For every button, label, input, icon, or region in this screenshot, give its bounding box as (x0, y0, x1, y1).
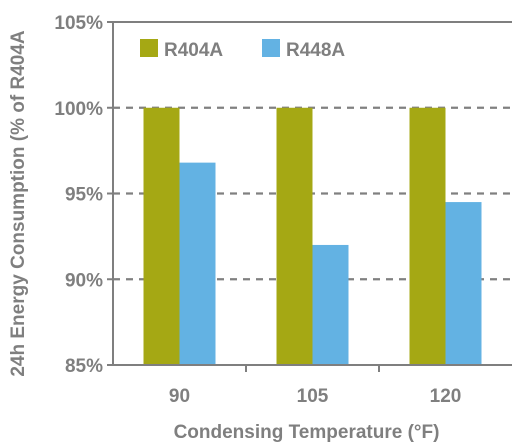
y-tick-label: 90% (65, 270, 103, 291)
legend-label-r448a: R448A (286, 40, 345, 61)
x-axis-title: Condensing Temperature (°F) (174, 422, 440, 443)
legend-swatch-r448a (262, 39, 280, 57)
y-tick-labels: 85% 90% 95% 100% 105% (54, 13, 103, 377)
bar-r404a-120 (409, 107, 446, 365)
bar-r448a-90 (179, 162, 216, 365)
legend: R404A R448A (140, 39, 345, 61)
bar-r404a-105 (276, 107, 313, 365)
y-tick-label: 85% (65, 356, 103, 377)
x-tick-label: 120 (430, 386, 462, 407)
bar-r448a-105 (312, 244, 349, 365)
y-tick-label: 95% (65, 185, 103, 206)
y-tick-label: 105% (54, 13, 103, 34)
x-tick-label: 105 (297, 386, 329, 407)
bar-r448a-120 (445, 202, 482, 365)
bar-r404a-90 (143, 107, 180, 365)
x-tick-label: 90 (169, 386, 190, 407)
y-tick-label: 100% (54, 99, 103, 120)
legend-swatch-r404a (140, 39, 158, 57)
y-axis-title: 24h Energy Consumption (% of R404A (8, 30, 29, 377)
legend-label-r404a: R404A (164, 40, 223, 61)
bars (143, 107, 482, 365)
axes (107, 21, 512, 372)
x-tick-labels: 90 105 120 (169, 386, 461, 407)
